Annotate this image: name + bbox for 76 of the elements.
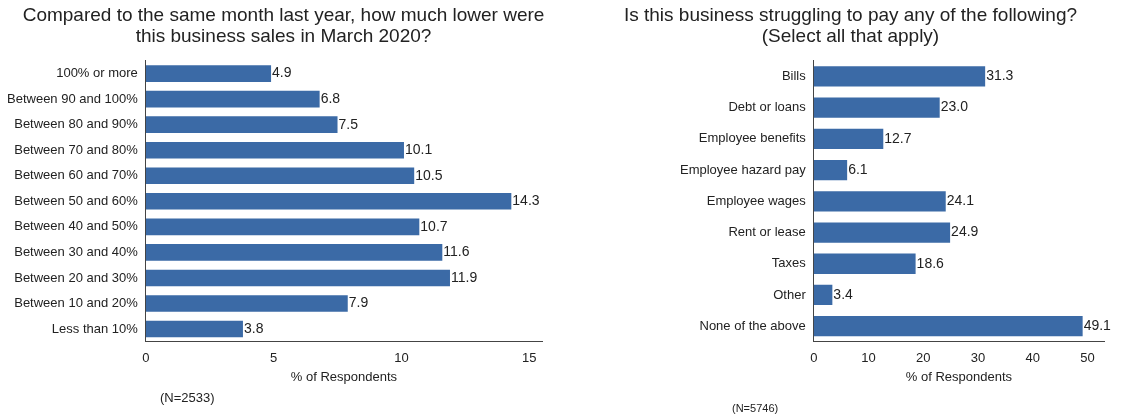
y-tick-label: Taxes — [771, 255, 807, 271]
data-label: 49.1 — [1083, 317, 1112, 334]
data-label: 14.3 — [512, 192, 540, 209]
bar — [145, 218, 420, 236]
bar — [145, 320, 243, 338]
bar — [145, 193, 512, 210]
y-tick-label: Between 50 and 60% — [14, 192, 139, 208]
bar — [813, 97, 940, 118]
x-tick-label: 10 — [861, 350, 876, 366]
x-tick-label: 50 — [1080, 350, 1095, 366]
y-tick-label: Between 90 and 100% — [7, 90, 139, 106]
bar — [145, 90, 320, 108]
bar — [145, 65, 272, 82]
data-label: 23.0 — [940, 98, 969, 115]
text: (N=2533) — [160, 390, 215, 405]
data-label: 7.5 — [338, 115, 359, 132]
data-label: 4.9 — [272, 64, 292, 81]
y-tick-label: Debt or loans — [728, 99, 807, 115]
y-tick-label: Employee benefits — [698, 130, 807, 146]
y-tick-label: Between 80 and 90% — [14, 116, 139, 132]
y-tick-label: Between 10 and 20% — [14, 295, 139, 311]
x-tick-label: 40 — [1025, 350, 1041, 366]
data-label: 24.9 — [951, 223, 979, 240]
data-label: 31.3 — [986, 67, 1014, 84]
y-tick-label: Between 40 and 50% — [14, 218, 139, 234]
chart-title: Compared to the same month last year, how much lower were this business sales in March 2020? — [21, 4, 546, 46]
bar — [813, 284, 833, 306]
chart-title: Is this business struggling to pay any of the following? (Select all that apply) — [622, 4, 1079, 46]
y-tick-label: Between 30 and 40% — [14, 243, 139, 259]
bar — [813, 159, 848, 181]
x-axis-title: % of Respondents — [905, 368, 1013, 384]
data-label: 10.1 — [404, 141, 433, 158]
bar — [813, 66, 986, 87]
data-label: 6.8 — [320, 89, 341, 106]
x-tick-label: 30 — [970, 350, 986, 366]
text: (N=5746) — [732, 402, 779, 414]
bar — [145, 295, 348, 312]
data-label: 18.6 — [916, 254, 945, 271]
data-label: 3.8 — [243, 319, 264, 336]
data-label: 11.9 — [450, 268, 478, 285]
bar — [145, 141, 404, 159]
y-tick-label: Employee hazard pay — [679, 161, 807, 177]
y-tick-label: Less than 10% — [51, 320, 139, 336]
data-label: 10.5 — [415, 166, 443, 183]
bar — [813, 191, 946, 212]
data-label: 12.7 — [884, 129, 912, 146]
data-label: 6.1 — [848, 160, 868, 177]
data-label: 11.6 — [443, 243, 470, 260]
y-tick-label: Between 20 and 30% — [14, 269, 139, 285]
bar — [145, 116, 338, 133]
y-tick-label: None of the above — [699, 317, 806, 333]
data-label: 10.7 — [420, 217, 448, 234]
data-label: 24.1 — [946, 192, 975, 209]
bar — [813, 253, 916, 274]
x-tick-label: 0 — [810, 350, 818, 366]
y-tick-label: Between 70 and 80% — [14, 141, 139, 157]
y-tick-label: Rent or lease — [728, 224, 806, 240]
x-tick-label: 20 — [916, 350, 931, 366]
bar — [145, 269, 450, 287]
x-tick-label: 5 — [270, 350, 278, 366]
bar — [145, 167, 415, 185]
y-tick-label: Employee wages — [706, 192, 807, 208]
y-tick-label: Bills — [781, 67, 807, 83]
bar — [145, 244, 443, 261]
y-tick-label: Other — [773, 286, 807, 302]
y-tick-label: 100% or more — [56, 65, 138, 81]
x-tick-label: 10 — [394, 350, 409, 366]
y-tick-label: Between 60 and 70% — [14, 167, 139, 183]
data-label: 7.9 — [348, 294, 369, 311]
x-axis-title: % of Respondents — [290, 368, 398, 384]
bar — [813, 316, 1083, 337]
x-tick-label: 15 — [521, 350, 537, 366]
x-tick-label: 0 — [142, 350, 150, 366]
data-label: 3.4 — [833, 285, 854, 302]
bar — [813, 128, 884, 149]
bar — [813, 222, 951, 243]
